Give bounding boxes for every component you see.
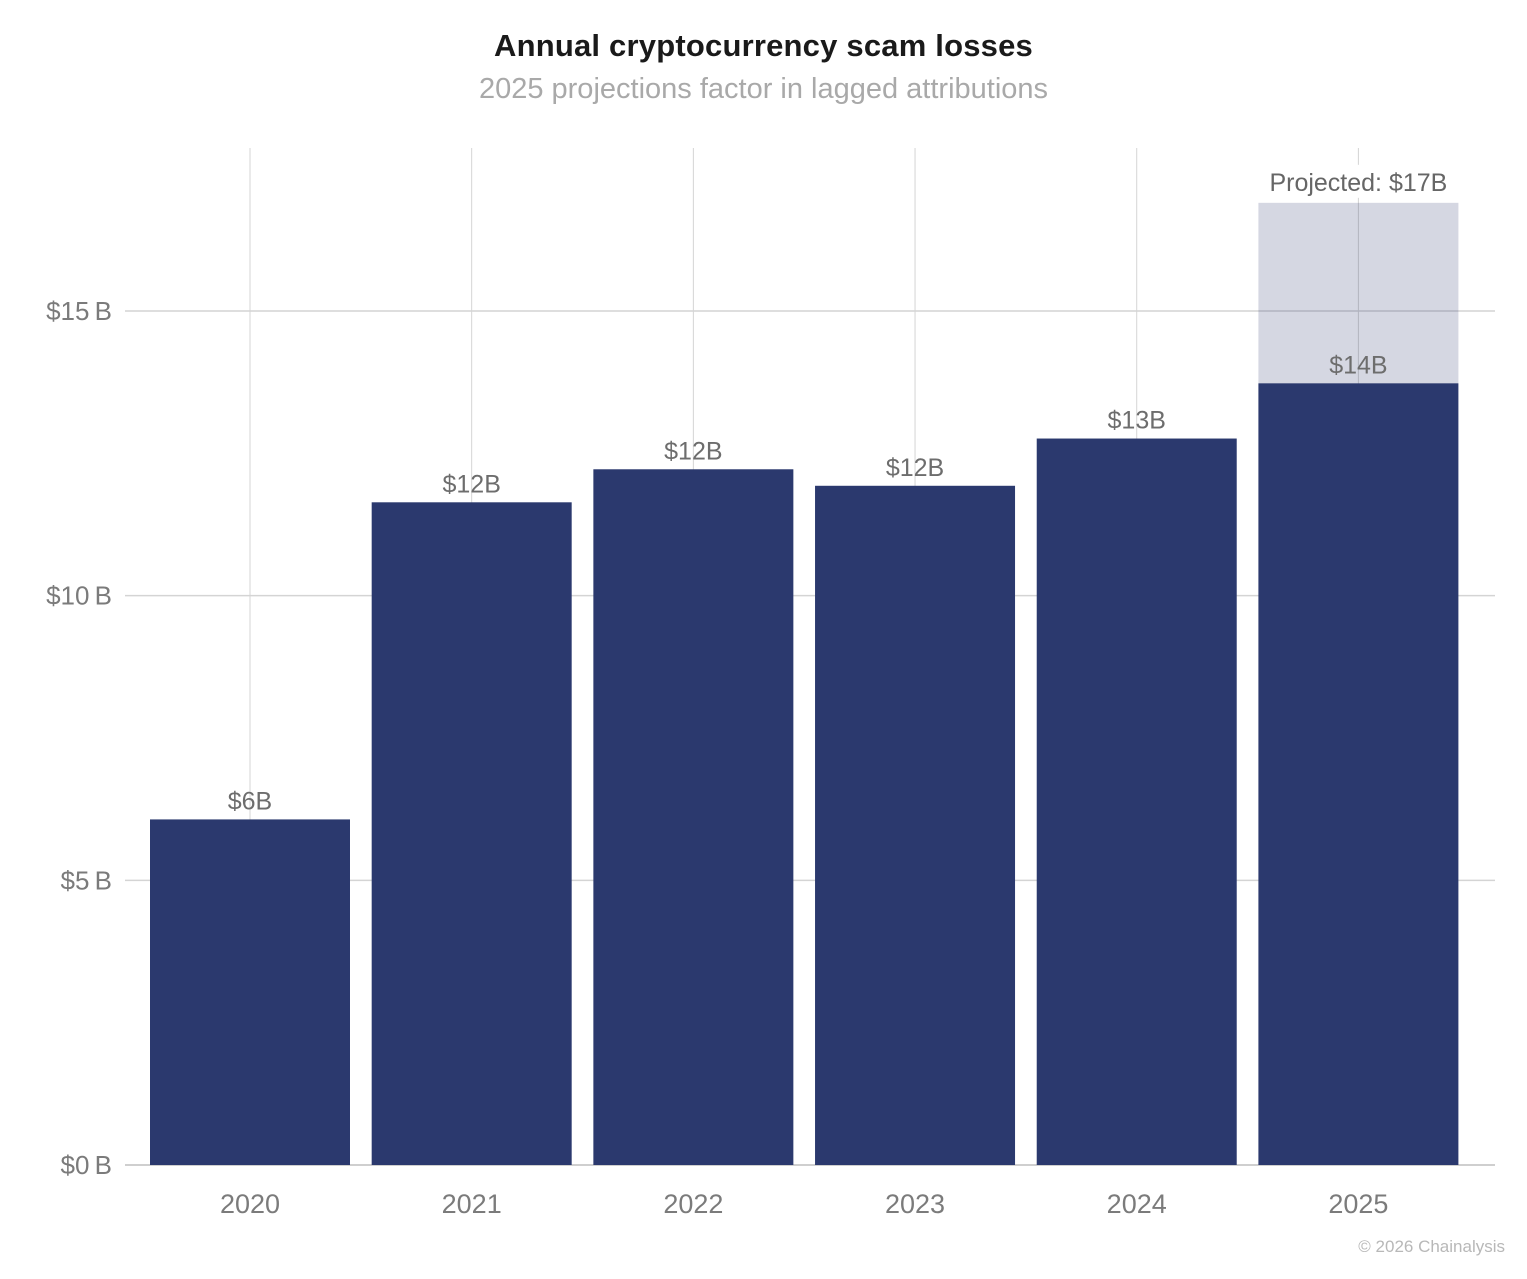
y-axis-tick-label: $15 B bbox=[46, 296, 112, 326]
x-axis-tick-label: 2023 bbox=[885, 1189, 945, 1219]
bar-value-label: $12B bbox=[442, 470, 500, 498]
bar-2020 bbox=[150, 819, 350, 1165]
bar-2023 bbox=[815, 485, 1016, 1165]
projected-label-bg bbox=[1270, 164, 1447, 198]
x-axis-tick-label: 2022 bbox=[663, 1189, 723, 1219]
projected-value-label: Projected: $17B bbox=[1269, 169, 1447, 197]
copyright-text: © 2026 Chainalysis bbox=[1358, 1237, 1505, 1256]
bar-2021 bbox=[371, 502, 572, 1165]
chart-subtitle: 2025 projections factor in lagged attrib… bbox=[478, 73, 1049, 105]
bar-value-label: $12B bbox=[664, 437, 722, 465]
x-axis-tick-label: 2020 bbox=[220, 1189, 280, 1219]
bar-value-label: $14B bbox=[1329, 351, 1387, 379]
bar-value-label: $13B bbox=[1108, 407, 1166, 435]
bar-2022 bbox=[593, 469, 794, 1165]
bar-2025 bbox=[1258, 383, 1459, 1166]
x-axis-tick-label: 2021 bbox=[442, 1189, 502, 1219]
y-axis-tick-label: $10 B bbox=[46, 581, 112, 611]
y-axis-tick-label: $5 B bbox=[61, 865, 112, 895]
x-axis-tick-label: 2024 bbox=[1107, 1189, 1167, 1219]
chart-title: Annual cryptocurrency scam losses bbox=[494, 28, 1033, 63]
bar-value-label: $12B bbox=[886, 454, 944, 482]
bar-projected-2025 bbox=[1258, 202, 1459, 384]
bar-2024 bbox=[1036, 438, 1237, 1166]
y-axis-tick-label: $0 B bbox=[61, 1150, 112, 1180]
bar-value-label: $6B bbox=[228, 787, 272, 815]
x-axis-tick-label: 2025 bbox=[1328, 1189, 1388, 1219]
